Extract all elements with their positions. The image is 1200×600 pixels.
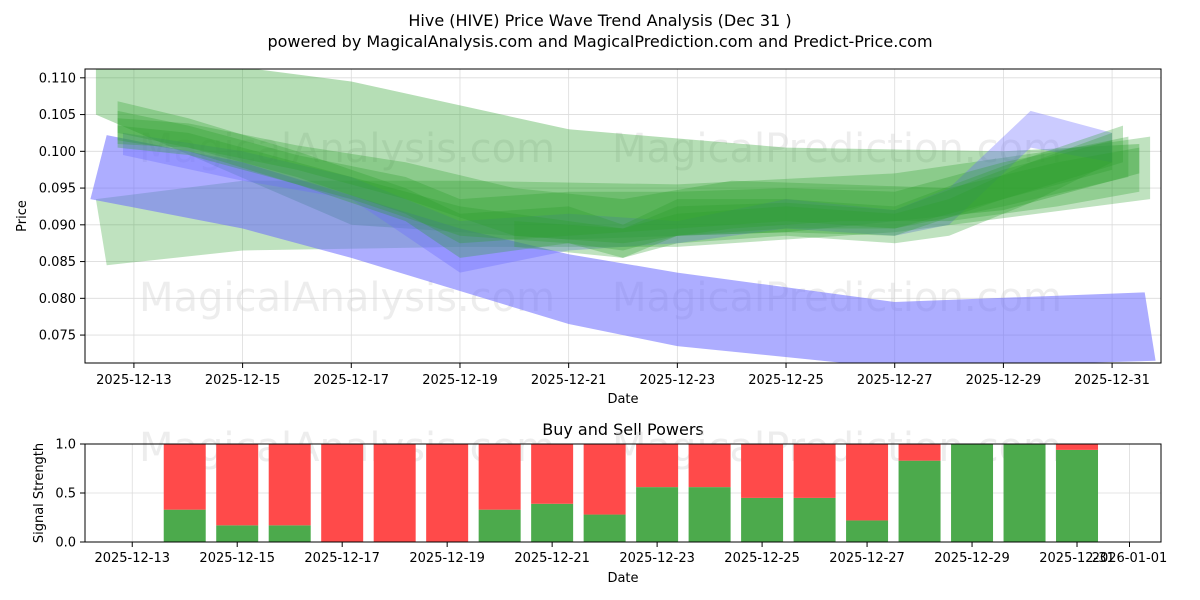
price-x-tick-label: 2025-12-31	[1074, 373, 1150, 388]
watermark-prediction-bottom: MagicalPrediction.com	[612, 425, 1062, 471]
buy-bar	[793, 497, 836, 542]
price-y-tick-label: 0.075	[39, 329, 76, 344]
price-band-blue-band-wide	[90, 135, 1156, 363]
watermark-prediction-top: MagicalPrediction.com	[612, 126, 1062, 172]
signal-y-tick-label: 1.0	[55, 438, 76, 453]
price-y-tick-label: 0.100	[39, 145, 76, 160]
buy-bar	[1003, 444, 1046, 542]
buy-bar	[951, 444, 994, 542]
signal-x-tick-label: 2025-12-31	[1039, 551, 1115, 566]
signal-x-tick-label: 2025-12-29	[934, 551, 1010, 566]
signal-x-tick-label: 2026-01-01	[1092, 551, 1168, 566]
buy-bar	[741, 497, 784, 542]
price-bands	[90, 69, 1156, 363]
signal-x-tick-label: 2025-12-17	[304, 551, 380, 566]
price-y-tick-label: 0.080	[39, 292, 76, 307]
chart-title: Hive (HIVE) Price Wave Trend Analysis (D…	[408, 11, 791, 30]
buy-bar	[898, 460, 941, 542]
price-x-tick-label: 2025-12-19	[422, 373, 498, 388]
buy-bar	[636, 487, 679, 542]
sell-bar	[741, 444, 784, 498]
signal-x-tick-label: 2025-12-19	[409, 551, 485, 566]
price-x-axis: 2025-12-13 2025-12-15 2025-12-17 2025-12-19…	[96, 363, 1150, 388]
price-x-tick-label: 2025-12-25	[748, 373, 824, 388]
buy-bar	[163, 509, 206, 542]
price-x-tick-label: 2025-12-13	[96, 373, 172, 388]
signal-x-tick-label: 2025-12-27	[829, 551, 905, 566]
price-x-tick-label: 2025-12-17	[314, 373, 390, 388]
buy-bar	[216, 525, 259, 542]
sell-bar	[898, 444, 941, 461]
sell-bar	[321, 444, 364, 542]
price-chart: MagicalAnalysis.com MagicalPrediction.co…	[15, 68, 1162, 407]
buy-bar	[583, 514, 626, 542]
price-x-tick-label: 2025-12-29	[966, 373, 1042, 388]
buy-bar	[268, 525, 311, 542]
price-band-green-core-4	[117, 125, 1113, 251]
buy-bar	[846, 520, 889, 542]
sell-bar	[268, 444, 311, 526]
price-y-axis: 0.075 0.080 0.085 0.090 0.095 0.100 0.105 0.110	[39, 71, 85, 344]
sell-bar	[426, 444, 469, 542]
sell-bar	[373, 444, 416, 542]
signal-y-axis: 0.0 0.5 1.0	[55, 438, 85, 551]
sell-bar	[636, 444, 679, 488]
price-band-green-core-3	[117, 118, 1140, 244]
signal-x-tick-label: 2025-12-13	[94, 551, 170, 566]
sell-bar	[846, 444, 889, 521]
price-band-blue-band-mid	[123, 110, 1113, 273]
signal-y-axis-label: Signal Strength	[32, 443, 47, 543]
price-band-green-late	[514, 132, 1113, 258]
price-y-tick-label: 0.085	[39, 255, 76, 270]
signal-y-tick-label: 0.5	[55, 487, 76, 502]
price-x-axis-label: Date	[607, 392, 638, 407]
signal-x-tick-label: 2025-12-21	[514, 551, 590, 566]
price-y-tick-label: 0.110	[39, 71, 76, 86]
buy-bar	[688, 487, 731, 542]
signal-x-tick-label: 2025-12-25	[724, 551, 800, 566]
price-y-axis-label: Price	[15, 200, 30, 232]
signal-bars	[163, 444, 1099, 542]
price-x-tick-label: 2025-12-23	[640, 373, 716, 388]
signal-x-tick-label: 2025-12-23	[619, 551, 695, 566]
sell-bar	[688, 444, 731, 488]
signal-chart-title: Buy and Sell Powers	[542, 420, 704, 439]
buy-bar	[478, 509, 521, 542]
sell-bar	[1056, 444, 1099, 450]
price-y-tick-label: 0.095	[39, 182, 76, 197]
signal-x-axis: 2025-12-13 2025-12-15 2025-12-17 2025-12-19…	[94, 542, 1167, 566]
sell-bar	[216, 444, 259, 526]
sell-bar	[793, 444, 836, 498]
price-band-green-wide-upper	[95, 69, 1140, 240]
buy-bar	[531, 503, 574, 542]
sell-bar	[531, 444, 574, 504]
price-band-green-core-2	[117, 110, 1129, 244]
price-band-green-core-1	[117, 101, 1124, 258]
signal-x-axis-label: Date	[607, 571, 638, 586]
price-x-tick-label: 2025-12-27	[857, 373, 933, 388]
chart-subtitle: powered by MagicalAnalysis.com and Magic…	[267, 32, 932, 51]
sell-bar	[478, 444, 521, 510]
price-gridlines	[85, 69, 1161, 363]
price-x-tick-label: 2025-12-21	[531, 373, 607, 388]
signal-y-tick-label: 0.0	[55, 536, 76, 551]
price-y-tick-label: 0.090	[39, 218, 76, 233]
sell-bar	[163, 444, 206, 510]
price-y-tick-label: 0.105	[39, 108, 76, 123]
price-plot-frame	[84, 68, 1162, 364]
price-x-tick-label: 2025-12-15	[205, 373, 281, 388]
signal-x-tick-label: 2025-12-15	[199, 551, 275, 566]
signal-chart: Buy and Sell Powers MagicalAnalysis.com …	[32, 420, 1167, 586]
buy-bar	[1056, 449, 1099, 542]
sell-bar	[583, 444, 626, 515]
